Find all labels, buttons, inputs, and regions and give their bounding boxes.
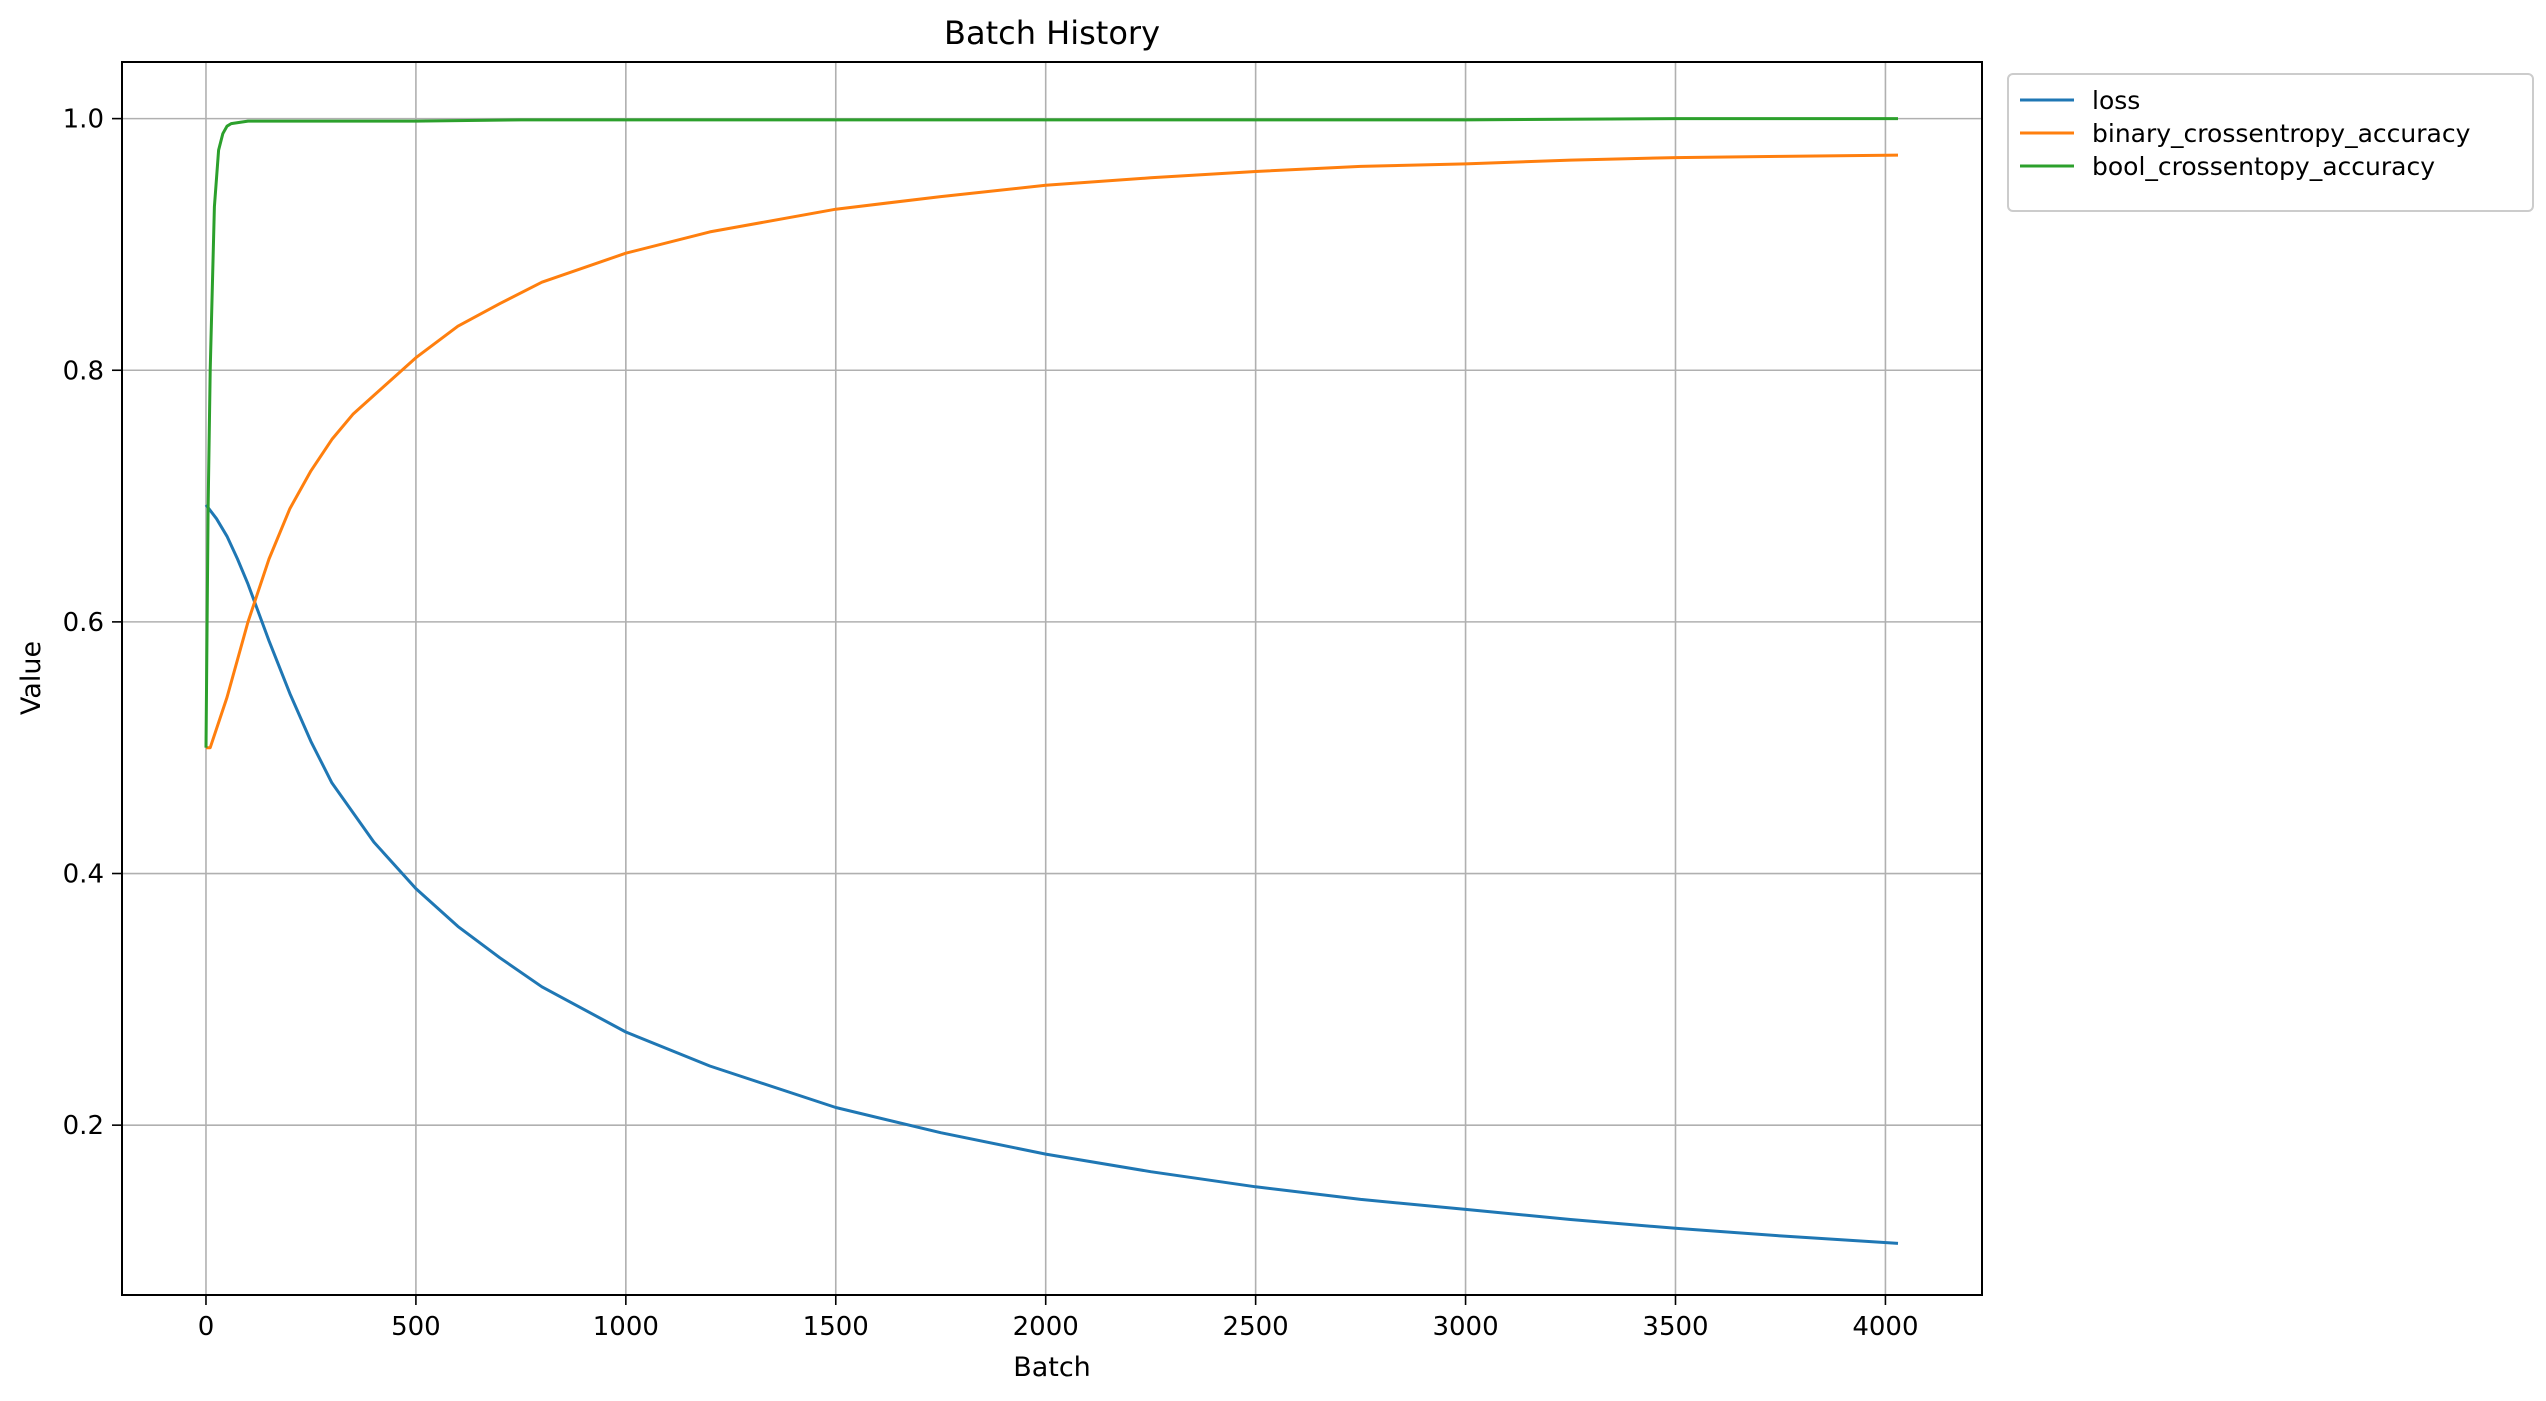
legend-label-0: loss xyxy=(2092,86,2140,115)
x-tick-label: 0 xyxy=(198,1312,215,1342)
series-line-2 xyxy=(204,117,1898,748)
legend: loss binary_crossentropy_accuracy bool_cro… xyxy=(2007,73,2534,212)
x-tick-label: 2000 xyxy=(1013,1312,1079,1342)
x-axis-label: Batch xyxy=(1013,1352,1091,1383)
y-tick-label: 0.4 xyxy=(63,860,104,890)
grid xyxy=(122,62,1982,1295)
legend-label-2: bool_crossentopy_accuracy xyxy=(2092,152,2435,181)
y-tick-label: 1.0 xyxy=(63,105,104,135)
x-tick-label: 1000 xyxy=(593,1312,659,1342)
x-tick-label: 500 xyxy=(391,1312,441,1342)
plot-frame xyxy=(121,61,1983,1296)
y-axis-label: Value xyxy=(16,641,47,715)
legend-label-1: binary_crossentropy_accuracy xyxy=(2092,119,2471,148)
y-tick-label: 0.2 xyxy=(63,1111,104,1141)
series-line-1 xyxy=(206,153,1899,750)
x-axis: 0 500 1000 1500 2000 2500 3000 3500 4000 xyxy=(198,1295,1919,1342)
chart-title: Batch History xyxy=(944,14,1160,52)
x-tick-label: 1500 xyxy=(803,1312,869,1342)
y-axis: 0.2 0.4 0.6 0.8 1.0 xyxy=(63,105,122,1141)
x-tick-label: 2500 xyxy=(1223,1312,1289,1342)
x-tick-label: 3000 xyxy=(1432,1312,1498,1342)
y-tick-label: 0.8 xyxy=(63,356,104,386)
x-tick-label: 3500 xyxy=(1642,1312,1708,1342)
legend-box xyxy=(2007,73,2534,212)
x-tick-label: 4000 xyxy=(1852,1312,1918,1342)
plot-series xyxy=(204,117,1899,1245)
y-tick-label: 0.6 xyxy=(63,608,104,638)
